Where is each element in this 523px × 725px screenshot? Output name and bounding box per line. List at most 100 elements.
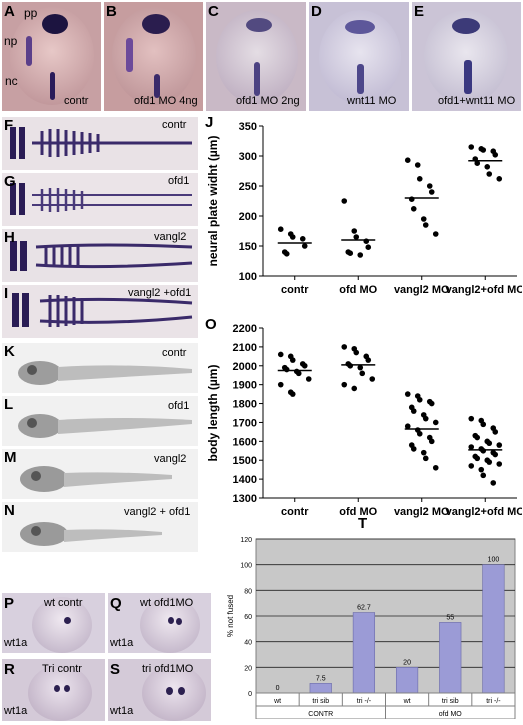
y-tick-label: 100 [240, 563, 252, 570]
notochord-stain [154, 74, 160, 98]
panel-a: A pp np nc contr [2, 2, 101, 111]
panel-letter: G [4, 173, 16, 190]
data-point [496, 176, 503, 182]
panel-c: C ofd1 MO 2ng [206, 2, 306, 111]
flatmount-g [10, 183, 192, 215]
x-tick-label: wt [273, 698, 281, 705]
y-tick-label: 120 [240, 537, 252, 544]
x-tick-label: ofd MO [339, 284, 377, 296]
data-point [277, 226, 284, 232]
data-point [351, 385, 358, 392]
notochord-stain [50, 72, 55, 100]
pronephros-stain [168, 617, 174, 624]
y-tick-label: 60 [244, 614, 252, 621]
data-point [484, 164, 491, 170]
panel-caption: wt ofd1MO [140, 597, 194, 609]
data-point [283, 366, 290, 373]
data-label: 62.7 [357, 605, 371, 612]
data-label: 7.5 [316, 675, 326, 682]
y-tick-label: 20 [244, 665, 252, 672]
group-label: ofd MO [439, 711, 463, 718]
y-tick-label: 200 [239, 211, 257, 223]
panel-r: R Tri contr wt1a [2, 659, 105, 721]
data-point [480, 421, 487, 428]
x-tick-label: wt [403, 698, 411, 705]
panel-letter: I [4, 285, 9, 302]
panel-letter: Q [110, 595, 122, 612]
data-point [432, 231, 439, 237]
panel-b: B ofd1 MO 4ng [104, 2, 203, 111]
data-point [492, 152, 499, 158]
data-point [369, 376, 376, 382]
marker-label: wt1a [4, 637, 28, 649]
y-axis-label: % not fused [226, 595, 235, 637]
data-point [359, 370, 366, 377]
data-point [492, 451, 499, 458]
y-tick-label: 2200 [233, 323, 257, 335]
data-point [490, 480, 497, 486]
panel-s: S tri ofd1MO wt1a [108, 659, 211, 721]
panel-letter: D [311, 3, 322, 20]
bar [439, 622, 462, 694]
notochord-stain [254, 62, 260, 96]
y-tick-label: 40 [244, 640, 252, 647]
chart-body-length: 1300 1400 1500 1600 1700 1800 1900 2000 2100 2200… [206, 323, 522, 518]
data-point [468, 415, 475, 422]
panel-l: L ofd1 [2, 396, 198, 446]
annotation-nc: nc [5, 74, 18, 88]
x-tick-label: vangl2+ofd MO [446, 284, 522, 296]
y-tick-label: 1500 [233, 455, 257, 467]
data-point [410, 206, 417, 212]
y-tick-label: 250 [239, 181, 257, 193]
panel-letter: P [4, 595, 15, 612]
y-tick-label: 2100 [233, 342, 257, 354]
pronephros-stain [176, 618, 182, 625]
panel-letter: C [208, 3, 219, 20]
panel-letter-t: T [358, 515, 368, 532]
data-point [422, 455, 429, 462]
x-tick-label: contr [281, 284, 309, 296]
annotation-np: np [4, 34, 18, 48]
panel-letter: E [414, 3, 425, 20]
panel-caption: contr [162, 347, 187, 359]
data-point [422, 222, 429, 228]
notochord-stain [357, 64, 364, 94]
data-point [486, 440, 493, 447]
panel-caption: wnt11 MO [347, 95, 397, 107]
data-point [416, 430, 423, 437]
data-point [305, 376, 312, 382]
head-s [142, 665, 206, 721]
panel-caption: contr [64, 95, 89, 107]
panel-caption: vangl2 [154, 453, 187, 465]
y-tick-label: 300 [239, 151, 257, 163]
panel-caption: ofd1 [168, 175, 190, 187]
x-tick-label: ofd MO [339, 506, 377, 518]
panel-letter: N [4, 502, 15, 519]
pronephros-stain [64, 617, 71, 624]
x-tick-label: vangl2+ofd MO [446, 506, 522, 518]
head-p [32, 597, 92, 653]
panel-g: G ofd1 [2, 173, 198, 226]
head-r [28, 665, 92, 721]
data-point [341, 344, 348, 350]
panel-caption: vangl2 [154, 231, 187, 243]
data-label: 55 [446, 614, 454, 621]
data-point [301, 362, 308, 369]
x-tick-label: tri sib [442, 698, 459, 705]
panel-caption: wt contr [44, 597, 83, 609]
data-point [295, 370, 302, 377]
panel-caption: Tri contr [42, 663, 82, 675]
x-tick-label: tri -/- [357, 698, 372, 705]
neural-plate-stain [26, 36, 32, 66]
data-point [353, 234, 360, 240]
data-point [357, 364, 364, 371]
panel-letter: A [4, 3, 15, 20]
panel-letter: S [110, 661, 121, 678]
panel-i: I vangl2 +ofd1 [2, 285, 198, 338]
panel-k: K contr [2, 343, 198, 393]
data-point [404, 391, 411, 397]
group-label: CONTR [308, 711, 333, 718]
bar [352, 612, 376, 694]
y-tick-label: 1900 [233, 380, 257, 392]
y-tick-label: 100 [239, 271, 257, 283]
